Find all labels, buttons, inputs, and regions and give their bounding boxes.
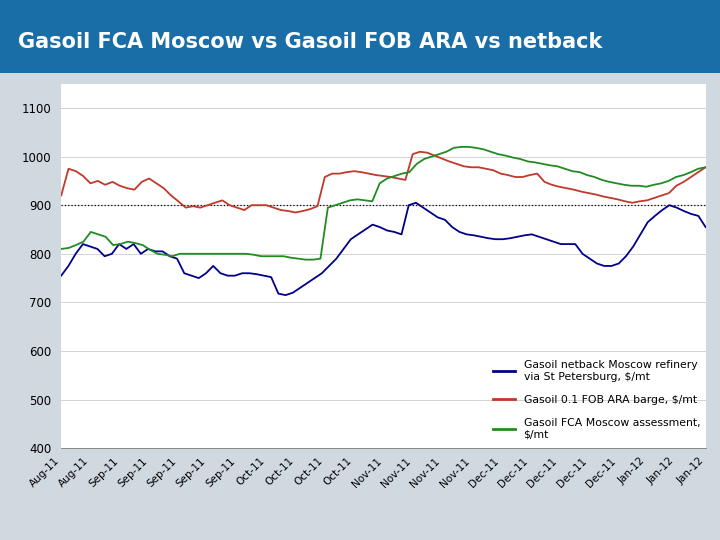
Text: Gasoil FCA Moscow vs Gasoil FOB ARA vs netback: Gasoil FCA Moscow vs Gasoil FOB ARA vs n…	[18, 32, 603, 52]
Legend: Gasoil netback Moscow refinery
via St Petersburg, $/mt, Gasoil 0.1 FOB ARA barge: Gasoil netback Moscow refinery via St Pe…	[493, 360, 700, 439]
